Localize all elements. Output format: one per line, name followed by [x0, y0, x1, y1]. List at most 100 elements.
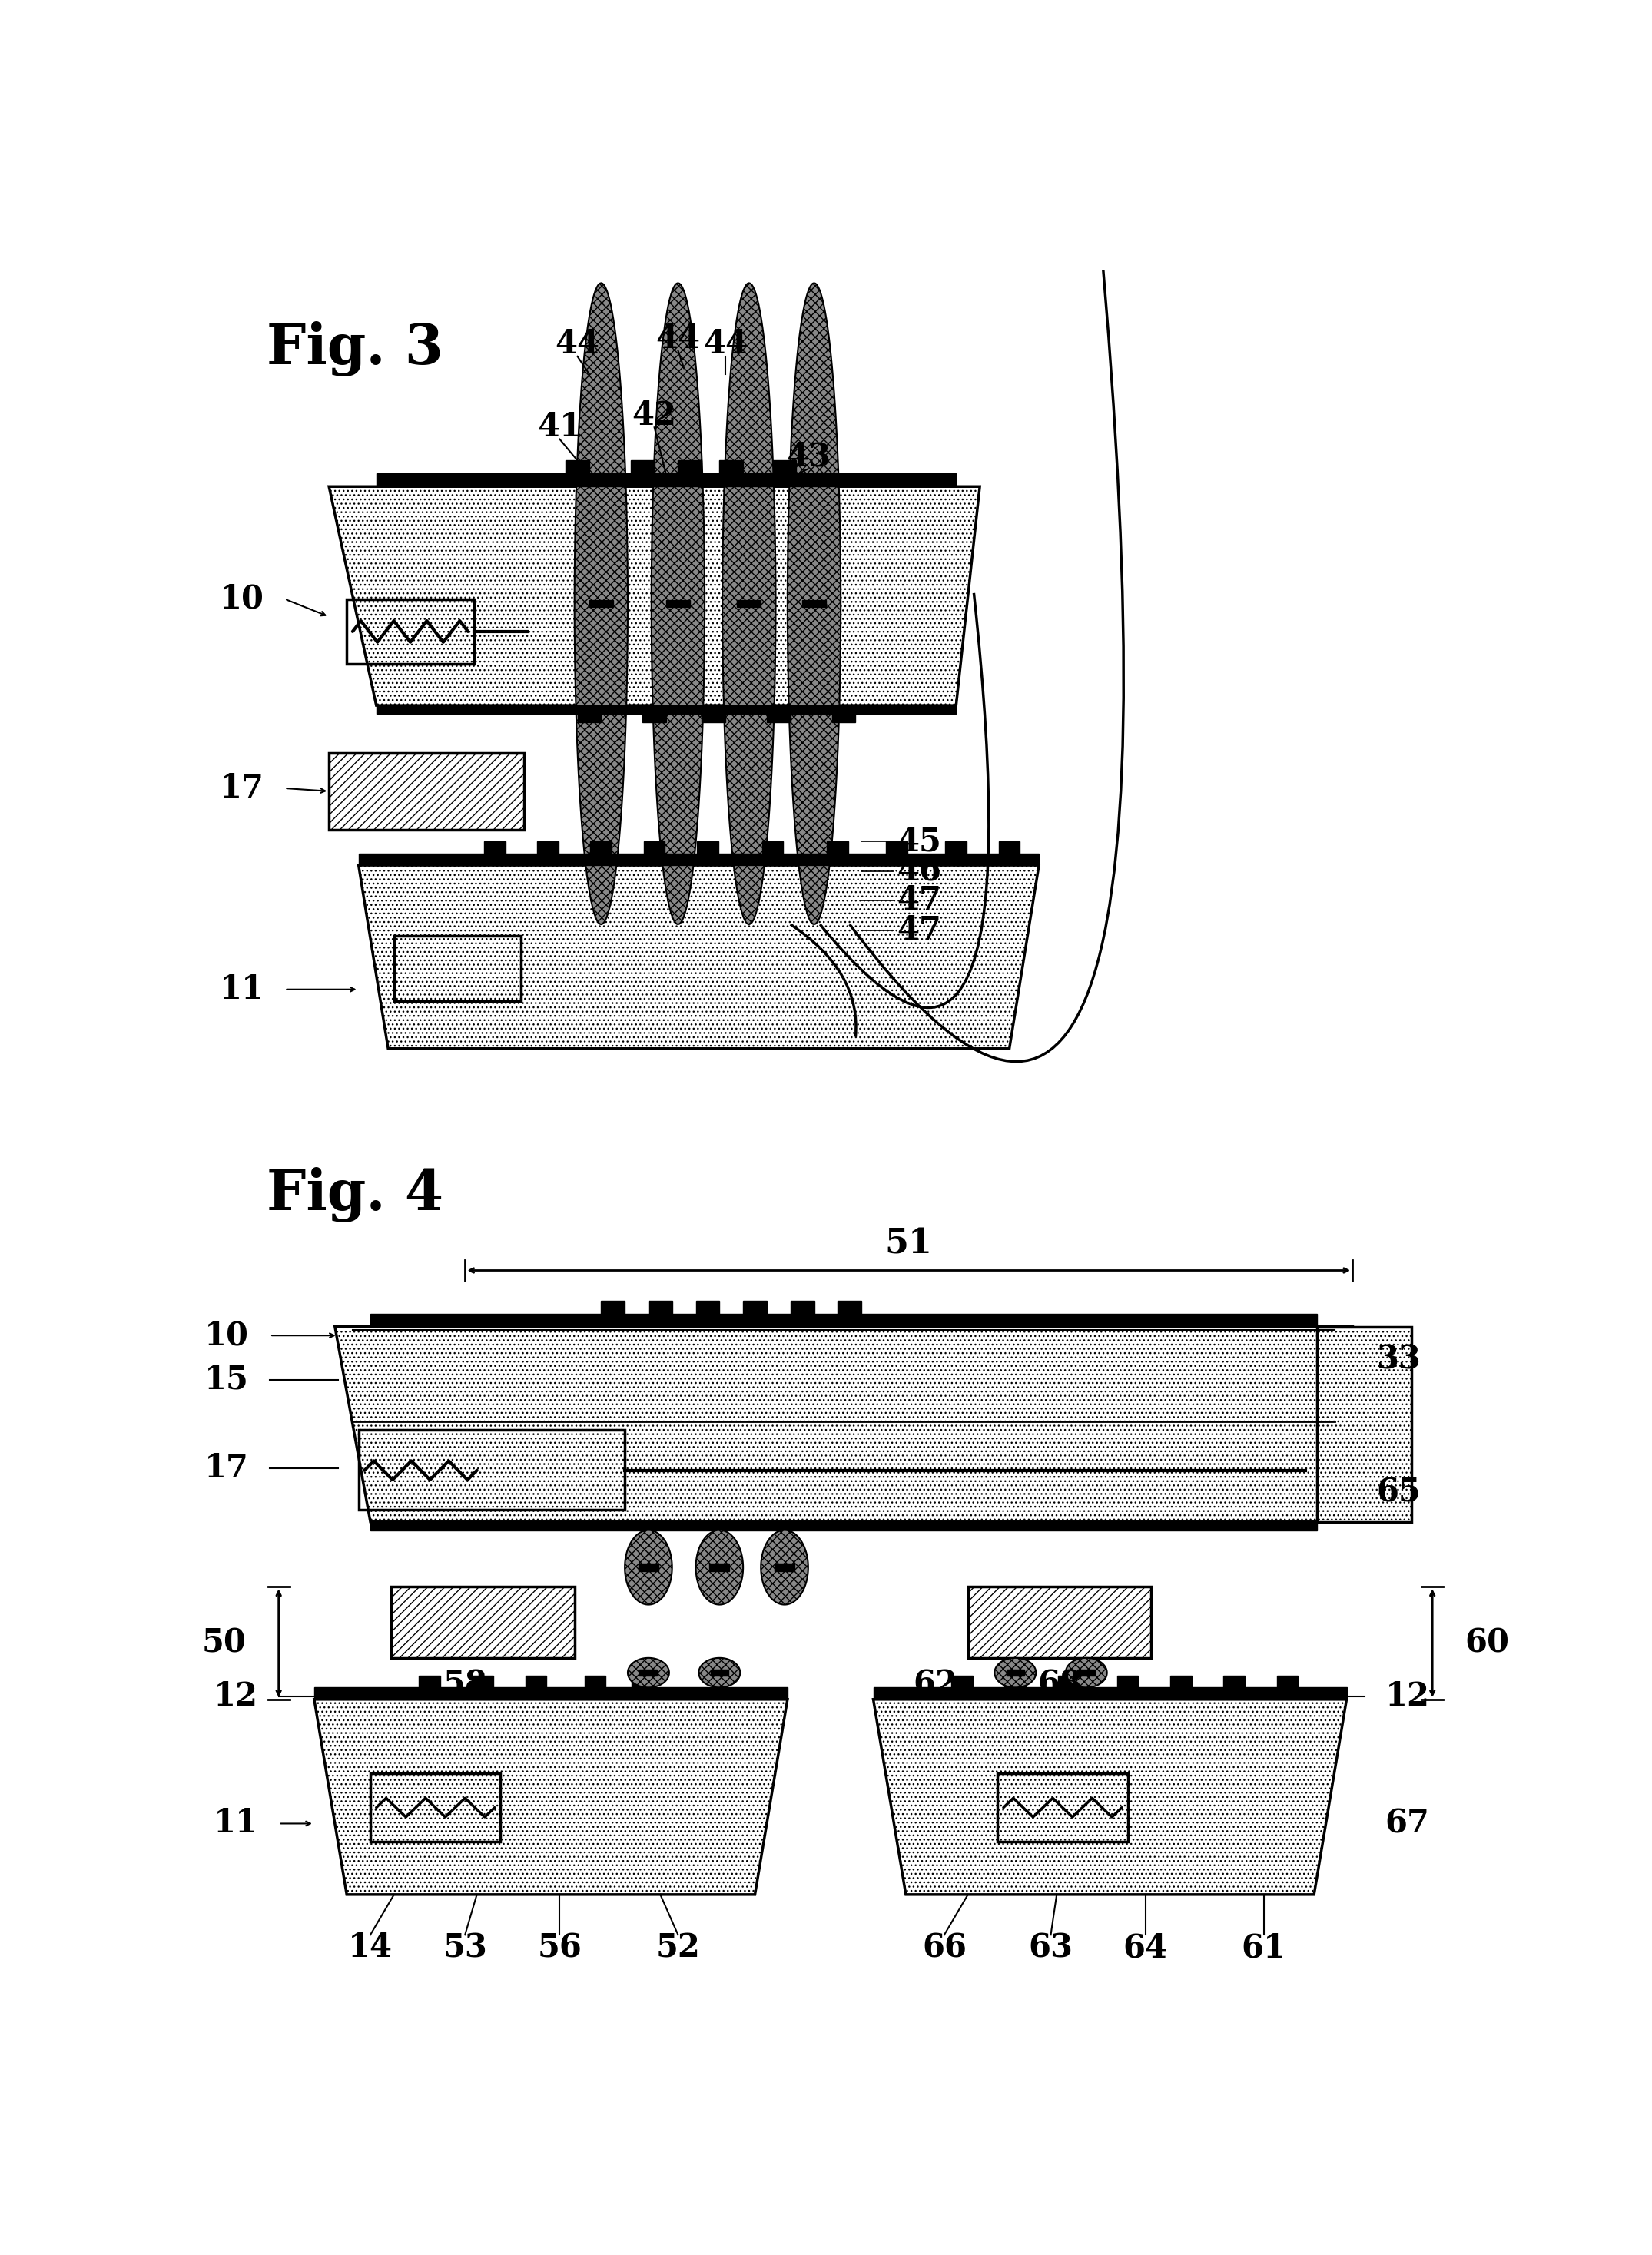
- Bar: [392, 1588, 575, 1657]
- Bar: [525, 1675, 547, 1687]
- Bar: [1077, 1669, 1095, 1675]
- Bar: [709, 1563, 730, 1572]
- Bar: [347, 600, 474, 663]
- Bar: [631, 460, 654, 474]
- Text: 11: 11: [213, 1809, 258, 1840]
- Text: Fig. 4: Fig. 4: [268, 1166, 444, 1222]
- Text: 17: 17: [205, 1452, 249, 1484]
- Polygon shape: [1066, 1657, 1107, 1687]
- Bar: [639, 1669, 657, 1675]
- Polygon shape: [335, 1326, 1353, 1522]
- Bar: [590, 841, 611, 852]
- Bar: [590, 600, 613, 607]
- Bar: [885, 841, 907, 852]
- Bar: [472, 1675, 494, 1687]
- Polygon shape: [1317, 1326, 1412, 1522]
- Bar: [1004, 1675, 1026, 1687]
- Text: 66: 66: [922, 1933, 966, 1964]
- Bar: [828, 841, 849, 852]
- Text: 15: 15: [205, 1364, 249, 1396]
- Polygon shape: [358, 866, 1039, 1049]
- Bar: [945, 841, 966, 852]
- Bar: [395, 936, 522, 1001]
- Polygon shape: [762, 1531, 808, 1606]
- Text: 46: 46: [897, 855, 942, 886]
- Bar: [743, 1301, 767, 1315]
- Bar: [1170, 1675, 1191, 1687]
- Bar: [952, 1675, 973, 1687]
- Text: 50: 50: [202, 1626, 246, 1660]
- Text: Fig. 3: Fig. 3: [268, 320, 444, 377]
- Bar: [803, 600, 826, 607]
- Bar: [537, 841, 558, 852]
- Text: 51: 51: [885, 1227, 932, 1261]
- Bar: [998, 1772, 1128, 1842]
- Bar: [775, 1563, 795, 1572]
- Text: 44: 44: [704, 329, 748, 361]
- Bar: [377, 474, 957, 487]
- Bar: [702, 715, 725, 722]
- Bar: [578, 715, 601, 722]
- Bar: [1006, 1669, 1024, 1675]
- Bar: [833, 715, 856, 722]
- Text: 17: 17: [220, 771, 264, 805]
- Bar: [358, 1430, 624, 1511]
- Text: 58: 58: [443, 1669, 487, 1700]
- Bar: [1224, 1675, 1246, 1687]
- Bar: [666, 600, 691, 607]
- Text: 52: 52: [656, 1933, 700, 1964]
- Text: 33: 33: [1376, 1344, 1421, 1376]
- Bar: [370, 1315, 1317, 1326]
- Text: 41: 41: [537, 410, 582, 444]
- Bar: [601, 1301, 624, 1315]
- Text: 53: 53: [443, 1933, 487, 1964]
- Polygon shape: [788, 284, 841, 925]
- Text: 67: 67: [1384, 1809, 1429, 1840]
- Polygon shape: [695, 1531, 743, 1606]
- Bar: [697, 841, 719, 852]
- Text: 47: 47: [897, 884, 942, 918]
- Text: 44: 44: [555, 329, 600, 361]
- Bar: [773, 460, 796, 474]
- Polygon shape: [722, 284, 776, 925]
- Text: 11: 11: [220, 974, 264, 1006]
- Text: 43: 43: [786, 440, 831, 474]
- Bar: [710, 1669, 729, 1675]
- Bar: [762, 841, 783, 852]
- Bar: [644, 841, 666, 852]
- Text: 10: 10: [220, 582, 264, 616]
- Text: 56: 56: [537, 1933, 582, 1964]
- Bar: [1057, 1675, 1079, 1687]
- Bar: [1277, 1675, 1298, 1687]
- Polygon shape: [651, 284, 705, 925]
- Bar: [695, 1301, 720, 1315]
- Text: 63: 63: [1029, 1933, 1074, 1964]
- Polygon shape: [329, 487, 980, 706]
- Bar: [767, 715, 790, 722]
- Bar: [565, 460, 590, 474]
- Bar: [377, 706, 957, 715]
- Bar: [874, 1687, 1346, 1700]
- Text: 64: 64: [1123, 1933, 1168, 1964]
- Text: 47: 47: [897, 913, 942, 947]
- Bar: [999, 841, 1019, 852]
- Bar: [358, 852, 1039, 866]
- Bar: [329, 753, 524, 830]
- Bar: [370, 1772, 501, 1842]
- Text: 44: 44: [656, 322, 700, 354]
- Text: 68: 68: [1037, 1669, 1082, 1700]
- Polygon shape: [575, 284, 628, 925]
- Text: 12: 12: [1384, 1680, 1429, 1712]
- Polygon shape: [314, 1700, 788, 1894]
- Bar: [484, 841, 506, 852]
- Text: 14: 14: [349, 1933, 393, 1964]
- Bar: [643, 715, 666, 722]
- Bar: [638, 1563, 659, 1572]
- Polygon shape: [995, 1657, 1036, 1687]
- Bar: [838, 1301, 861, 1315]
- Bar: [1117, 1675, 1138, 1687]
- Text: 61: 61: [1242, 1933, 1285, 1964]
- Text: 65: 65: [1376, 1477, 1421, 1509]
- Text: 42: 42: [633, 399, 677, 431]
- Bar: [585, 1675, 606, 1687]
